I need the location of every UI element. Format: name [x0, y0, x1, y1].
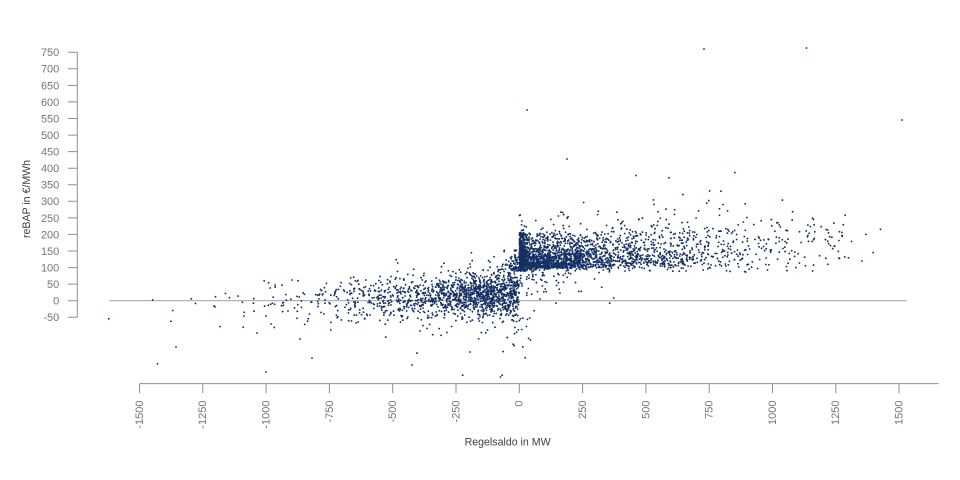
svg-text:-1500: -1500	[134, 401, 146, 429]
svg-text:-1000: -1000	[261, 401, 273, 429]
svg-text:-1250: -1250	[197, 401, 209, 429]
svg-text:500: 500	[41, 130, 59, 142]
svg-text:600: 600	[41, 97, 59, 109]
svg-text:400: 400	[41, 163, 59, 175]
svg-text:200: 200	[41, 229, 59, 241]
svg-text:450: 450	[41, 147, 59, 159]
svg-text:-50: -50	[43, 312, 59, 324]
svg-text:750: 750	[41, 47, 59, 59]
svg-text:1250: 1250	[830, 401, 842, 425]
svg-text:-250: -250	[450, 401, 462, 423]
svg-text:750: 750	[704, 401, 716, 419]
svg-text:500: 500	[640, 401, 652, 419]
svg-text:0: 0	[514, 401, 526, 407]
svg-text:700: 700	[41, 64, 59, 76]
svg-text:250: 250	[577, 401, 589, 419]
svg-text:50: 50	[47, 279, 59, 291]
svg-text:100: 100	[41, 263, 59, 275]
svg-text:550: 550	[41, 113, 59, 125]
svg-text:1000: 1000	[767, 401, 779, 425]
svg-text:650: 650	[41, 80, 59, 92]
svg-text:1500: 1500	[893, 401, 905, 425]
svg-text:0: 0	[53, 296, 59, 308]
svg-text:350: 350	[41, 180, 59, 192]
svg-text:-750: -750	[324, 401, 336, 423]
svg-text:300: 300	[41, 196, 59, 208]
svg-text:150: 150	[41, 246, 59, 258]
svg-text:250: 250	[41, 213, 59, 225]
svg-text:Regelsaldo in MW: Regelsaldo in MW	[465, 437, 551, 449]
svg-text:-500: -500	[387, 401, 399, 423]
svg-text:reBAP in €/MWh: reBAP in €/MWh	[21, 160, 33, 238]
